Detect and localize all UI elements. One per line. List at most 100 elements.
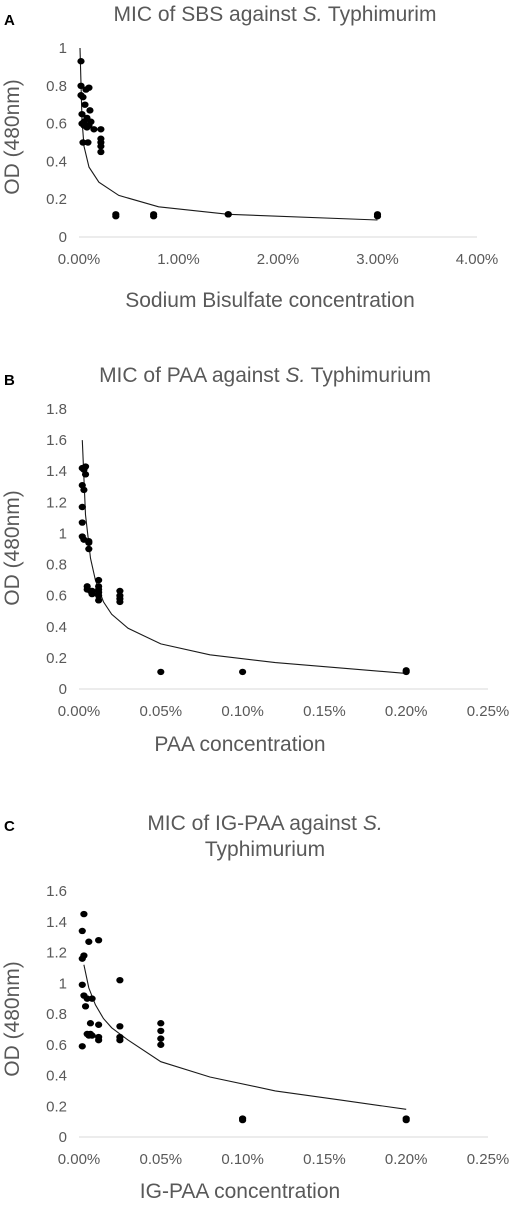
data-point-a — [84, 139, 92, 146]
x-tick-label-b: 0.05% — [140, 703, 183, 720]
x-tick-label-b: 0.15% — [303, 703, 346, 720]
y-tick-label-a: 0.6 — [46, 116, 67, 133]
x-tick-label-a: 3.00% — [356, 251, 399, 268]
y-tick-label-b: 0.6 — [46, 588, 67, 605]
y-tick-label-a: 0 — [59, 229, 67, 246]
y-tick-label-c: 0 — [59, 1129, 67, 1146]
data-point-c — [116, 1023, 124, 1030]
data-point-b — [116, 598, 124, 606]
y-tick-label-b: 1.6 — [46, 432, 67, 449]
data-point-c — [157, 1035, 165, 1042]
y-tick-label-c: 1.2 — [46, 945, 67, 962]
data-point-a — [112, 213, 120, 220]
data-point-a — [97, 126, 105, 133]
data-point-b — [402, 668, 410, 676]
data-point-c — [95, 1021, 103, 1028]
x-tick-label-b: 0.25% — [467, 703, 510, 720]
data-point-c — [81, 1003, 90, 1010]
y-tick-label-c: 0.4 — [46, 1068, 67, 1085]
y-tick-label-b: 0.8 — [46, 557, 67, 574]
y-tick-label-b: 0.4 — [46, 619, 67, 636]
y-tick-label-a: 0.2 — [46, 191, 67, 208]
y-tick-label-a: 1 — [59, 40, 67, 57]
data-point-c — [116, 1036, 124, 1044]
data-point-b — [85, 538, 93, 545]
panel-letter-a: A — [4, 12, 15, 29]
x-tick-label-b: 0.00% — [58, 703, 101, 720]
y-tick-label-b: 0.2 — [46, 650, 67, 667]
y-tick-label-b: 1.4 — [46, 463, 67, 480]
x-tick-label-c: 0.05% — [140, 1151, 183, 1168]
chart-title-a: MIC of SBS against S. Typhimurim — [113, 3, 437, 26]
data-point-c — [80, 952, 88, 959]
data-point-a — [79, 139, 87, 146]
data-point-c — [157, 1041, 165, 1048]
data-point-b — [78, 519, 86, 526]
data-point-c — [402, 1116, 410, 1124]
data-point-a — [77, 58, 85, 65]
y-tick-label-b: 1 — [59, 525, 67, 542]
data-point-b — [95, 576, 103, 584]
x-tick-label-b: 0.10% — [221, 703, 264, 720]
x-tick-label-a: 0.00% — [58, 251, 101, 268]
data-point-b — [78, 503, 86, 511]
data-point-c — [95, 937, 103, 944]
data-point-a — [79, 93, 87, 101]
data-point-b — [80, 486, 88, 494]
y-tick-label-a: 0.8 — [46, 78, 67, 95]
data-point-b — [95, 592, 103, 599]
y-tick-label-b: 1.2 — [46, 494, 67, 511]
data-point-c — [86, 1020, 95, 1027]
data-point-b — [239, 668, 247, 676]
y-tick-label-c: 0.6 — [46, 1037, 67, 1054]
data-point-b — [81, 471, 90, 478]
data-point-b — [85, 545, 93, 553]
data-point-b — [116, 587, 124, 595]
y-tick-label-b: 1.8 — [46, 401, 67, 418]
data-point-c — [239, 1116, 247, 1124]
data-point-b — [81, 463, 90, 470]
data-point-a — [81, 101, 89, 108]
x-tick-label-c: 0.15% — [303, 1151, 346, 1168]
data-point-a — [97, 143, 105, 150]
x-tick-label-a: 4.00% — [456, 251, 499, 268]
data-point-c — [95, 1036, 103, 1044]
y-tick-label-c: 0.8 — [46, 1006, 67, 1023]
y-tick-label-c: 1.4 — [46, 914, 67, 931]
data-point-c — [78, 981, 86, 988]
trendline-c — [83, 964, 407, 1110]
data-point-a — [85, 84, 93, 91]
y-tick-label-b: 0 — [59, 681, 67, 698]
data-point-b — [88, 587, 96, 595]
data-point-a — [87, 118, 95, 125]
x-tick-label-c: 0.20% — [385, 1151, 428, 1168]
x-tick-label-a: 1.00% — [157, 251, 200, 268]
trendline-b — [81, 440, 407, 674]
chart-title-b: MIC of PAA against S. Typhimurium — [99, 364, 431, 387]
x-tick-label-a: 2.00% — [257, 251, 300, 268]
y-tick-label-c: 0.2 — [46, 1098, 67, 1115]
x-axis-label-c: IG-PAA concentration — [139, 1180, 341, 1203]
data-point-a — [150, 213, 158, 220]
data-point-c — [78, 1043, 86, 1050]
y-tick-label-a: 0.4 — [46, 153, 67, 170]
data-point-a — [224, 211, 232, 218]
data-point-c — [80, 910, 88, 918]
x-axis-label-b: PAA concentration — [154, 733, 326, 756]
data-point-a — [86, 107, 94, 114]
x-axis-label-a: Sodium Bisulfate concentration — [125, 289, 415, 312]
data-point-c — [85, 938, 93, 945]
data-point-a — [97, 148, 105, 156]
data-point-a — [77, 82, 85, 90]
data-point-a — [78, 110, 86, 118]
x-tick-label-c: 0.25% — [467, 1151, 510, 1168]
y-tick-label-c: 1.6 — [46, 883, 67, 900]
x-tick-label-b: 0.20% — [385, 703, 428, 720]
data-point-c — [157, 1020, 165, 1027]
trendline-a — [79, 47, 378, 221]
data-point-b — [95, 597, 103, 604]
data-point-a — [373, 213, 382, 220]
y-tick-label-c: 1 — [59, 975, 67, 992]
x-tick-label-c: 0.10% — [221, 1151, 264, 1168]
